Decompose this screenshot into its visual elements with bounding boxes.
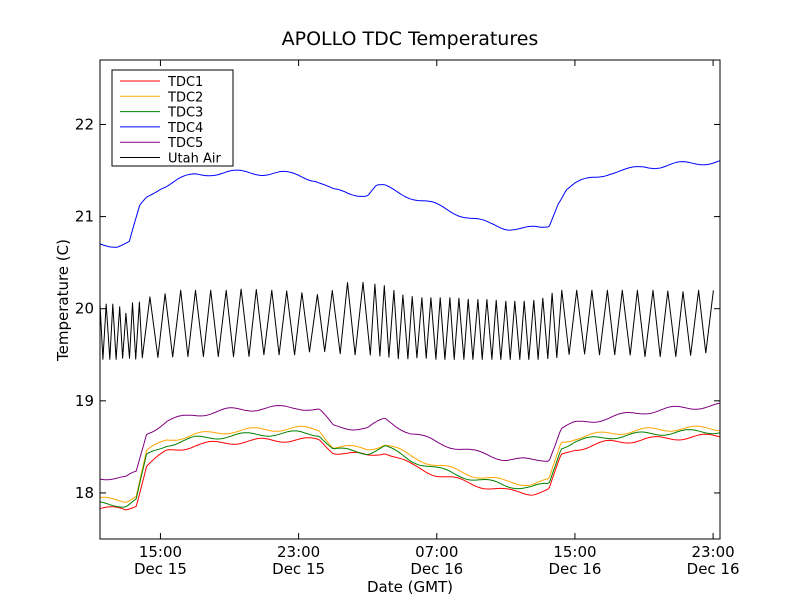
plot-area [99,160,721,511]
y-tick-label: 22 [75,115,94,133]
x-tick-time: 15:00 [553,543,596,561]
y-axis-label: Temperature (C) [54,239,72,362]
series-line-tdc5 [99,402,721,481]
x-tick-date: Dec 16 [687,560,740,578]
y-tick-label: 21 [75,208,94,226]
legend-label: TDC4 [167,121,203,136]
x-axis-label: Date (GMT) [367,578,453,596]
x-tick-date: Dec 15 [272,560,325,578]
legend-label: TDC3 [167,106,203,121]
series-line-tdc2 [99,425,721,503]
x-tick-date: Dec 16 [410,560,463,578]
legend-label: TDC2 [167,90,203,105]
x-tick-date: Dec 16 [548,560,601,578]
series-line-tdc3 [99,429,721,508]
x-tick-time: 23:00 [691,543,734,561]
plot-frame [99,59,721,540]
y-tick-label: 19 [75,392,94,410]
x-tick-date: Dec 15 [134,560,187,578]
series-line-tdc4 [99,160,721,248]
x-tick-time: 23:00 [277,543,320,561]
x-tick-time: 07:00 [415,543,458,561]
chart-title: APOLLO TDC Temperatures [282,28,539,50]
legend-label: TDC5 [167,136,203,151]
legend-label: Utah Air [168,152,221,167]
series-line-tdc1 [99,433,721,511]
x-tick-time: 15:00 [139,543,182,561]
legend-label: TDC1 [167,75,203,90]
series-line-utah-air [99,281,714,360]
y-tick-label: 18 [75,484,94,502]
y-tick-label: 20 [75,300,94,318]
legend-box [111,69,234,167]
